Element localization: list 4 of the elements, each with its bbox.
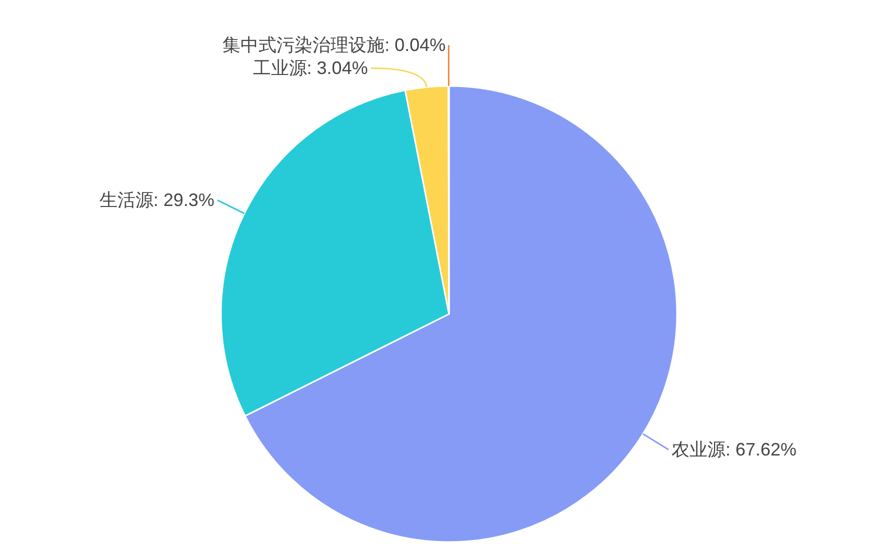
slice-label: 生活源: 29.3%: [99, 190, 214, 210]
slice-label: 集中式污染治理设施: 0.04%: [222, 35, 446, 56]
slice-label: 工业源: 3.04%: [252, 58, 368, 78]
slice-label: 农业源: 67.62%: [671, 440, 797, 460]
